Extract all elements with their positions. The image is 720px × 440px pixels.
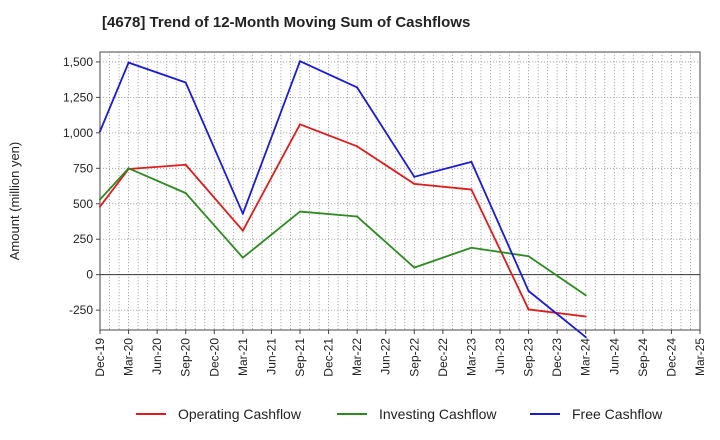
data-point — [470, 160, 473, 163]
x-tick-label: Mar-25 — [693, 338, 707, 376]
x-tick-label: Sep-20 — [179, 338, 193, 377]
x-tick-label: Mar-23 — [464, 338, 478, 376]
data-point — [241, 229, 244, 232]
series-line-investing-cashflow — [99, 167, 587, 296]
x-tick-label: Dec-24 — [664, 338, 678, 377]
data-point — [356, 86, 359, 89]
x-tick-label: Jun-21 — [264, 338, 278, 375]
legend-label: Operating Cashflow — [178, 406, 302, 422]
axes: 1,500 1,250 1,000 750 500 250 0 -250 Dec-19 Mar-2… — [7, 55, 707, 377]
data-point — [356, 215, 359, 218]
x-tick-label: Jun-20 — [150, 338, 164, 375]
data-point — [299, 210, 301, 213]
data-point — [584, 294, 587, 297]
data-point — [470, 246, 473, 249]
data-point — [413, 175, 416, 178]
x-tick-label: Dec-22 — [436, 338, 450, 377]
data-point — [299, 60, 301, 63]
x-tick-label: Mar-20 — [122, 338, 136, 376]
legend-label: Investing Cashflow — [379, 406, 497, 422]
data-point — [584, 315, 587, 318]
y-tick-label: 500 — [73, 197, 93, 211]
x-tick-label: Mar-22 — [350, 338, 364, 376]
x-tick-label: Dec-19 — [93, 338, 107, 377]
legend-label: Free Cashflow — [572, 406, 663, 422]
data-point — [241, 256, 244, 259]
data-point — [184, 81, 187, 84]
data-point — [584, 336, 587, 339]
data-point — [413, 182, 416, 185]
x-tick-label: Mar-24 — [579, 338, 593, 376]
data-point — [127, 167, 130, 170]
data-point — [127, 61, 130, 64]
legend: Operating Cashflow Investing Cashflow Free… — [136, 406, 663, 422]
x-tick-label: Sep-23 — [522, 338, 536, 377]
data-point — [99, 130, 101, 133]
x-tick-label: Jun-22 — [379, 338, 393, 375]
x-tick-label: Jun-23 — [493, 338, 507, 375]
y-tick-label: 1,500 — [63, 55, 93, 69]
data-point — [527, 308, 530, 311]
data-point — [99, 198, 101, 201]
x-tick-label: Dec-23 — [550, 338, 564, 377]
x-tick-label: Mar-21 — [236, 338, 250, 376]
y-tick-label: 1,250 — [63, 90, 93, 104]
y-tick-label: -250 — [69, 303, 93, 317]
data-point — [413, 266, 416, 269]
x-tick-label: Dec-20 — [207, 338, 221, 377]
data-point — [356, 145, 359, 148]
y-tick-label: 250 — [73, 232, 93, 246]
series — [99, 60, 587, 339]
chart-title: [4678] Trend of 12-Month Moving Sum of C… — [102, 14, 471, 31]
plot-area — [99, 51, 701, 331]
y-tick-label: 750 — [73, 161, 93, 175]
data-point — [241, 212, 244, 215]
data-point — [527, 289, 530, 292]
x-tick-label: Sep-22 — [407, 338, 421, 377]
data-point — [184, 163, 187, 166]
x-tick-label: Sep-21 — [293, 338, 307, 377]
y-tick-label: 0 — [86, 268, 93, 282]
y-axis-title: Amount (million yen) — [7, 142, 22, 261]
data-point — [99, 205, 101, 208]
x-tick-label: Sep-24 — [636, 338, 650, 377]
series-line-free-cashflow — [99, 60, 587, 338]
data-point — [527, 255, 530, 258]
grid — [99, 51, 701, 331]
y-tick-label: 1,000 — [63, 126, 93, 140]
x-tick-label: Jun-24 — [607, 338, 621, 375]
data-point — [184, 192, 187, 195]
x-tick-label: Dec-21 — [322, 338, 336, 377]
series-line-operating-cashflow — [99, 123, 586, 318]
data-point — [299, 123, 301, 126]
data-point — [470, 188, 473, 191]
